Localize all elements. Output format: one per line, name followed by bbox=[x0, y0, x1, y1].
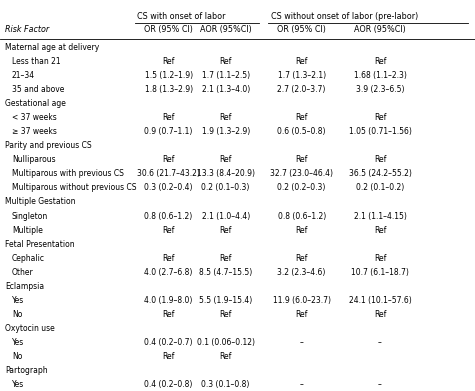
Text: Yes: Yes bbox=[12, 380, 24, 389]
Text: 0.9 (0.7–1.1): 0.9 (0.7–1.1) bbox=[144, 127, 193, 136]
Text: Eclampsia: Eclampsia bbox=[5, 282, 44, 291]
Text: 4.0 (2.7–6.8): 4.0 (2.7–6.8) bbox=[144, 268, 193, 277]
Text: OR (95% CI): OR (95% CI) bbox=[277, 25, 326, 34]
Text: 0.3 (0.1–0.8): 0.3 (0.1–0.8) bbox=[201, 380, 250, 389]
Text: Multiparous with previous CS: Multiparous with previous CS bbox=[12, 169, 124, 178]
Text: Ref: Ref bbox=[295, 155, 308, 164]
Text: Ref: Ref bbox=[295, 226, 308, 235]
Text: 3.9 (2.3–6.5): 3.9 (2.3–6.5) bbox=[356, 85, 404, 94]
Text: No: No bbox=[12, 352, 22, 361]
Text: 3.2 (2.3–4.6): 3.2 (2.3–4.6) bbox=[277, 268, 326, 277]
Text: Ref: Ref bbox=[219, 57, 232, 66]
Text: Yes: Yes bbox=[12, 296, 24, 305]
Text: –: – bbox=[378, 338, 382, 347]
Text: ≥ 37 weeks: ≥ 37 weeks bbox=[12, 127, 57, 136]
Text: Fetal Presentation: Fetal Presentation bbox=[5, 240, 75, 249]
Text: No: No bbox=[12, 310, 22, 319]
Text: Singleton: Singleton bbox=[12, 212, 48, 221]
Text: Multiple: Multiple bbox=[12, 226, 43, 235]
Text: Ref: Ref bbox=[295, 254, 308, 263]
Text: Ref: Ref bbox=[295, 57, 308, 66]
Text: 0.3 (0.2–0.4): 0.3 (0.2–0.4) bbox=[144, 183, 193, 192]
Text: 1.7 (1.1–2.5): 1.7 (1.1–2.5) bbox=[201, 71, 250, 80]
Text: 0.2 (0.1–0.2): 0.2 (0.1–0.2) bbox=[356, 183, 404, 192]
Text: Ref: Ref bbox=[219, 155, 232, 164]
Text: Yes: Yes bbox=[12, 338, 24, 347]
Text: Ref: Ref bbox=[162, 226, 175, 235]
Text: Maternal age at delivery: Maternal age at delivery bbox=[5, 43, 99, 52]
Text: 1.9 (1.3–2.9): 1.9 (1.3–2.9) bbox=[201, 127, 250, 136]
Text: Partograph: Partograph bbox=[5, 366, 48, 375]
Text: 0.8 (0.6–1.2): 0.8 (0.6–1.2) bbox=[144, 212, 193, 221]
Text: Ref: Ref bbox=[219, 310, 232, 319]
Text: 5.5 (1.9–15.4): 5.5 (1.9–15.4) bbox=[199, 296, 252, 305]
Text: 13.3 (8.4–20.9): 13.3 (8.4–20.9) bbox=[197, 169, 255, 178]
Text: –: – bbox=[378, 380, 382, 389]
Text: CS with onset of labor: CS with onset of labor bbox=[137, 12, 226, 21]
Text: Ref: Ref bbox=[162, 352, 175, 361]
Text: 32.7 (23.0–46.4): 32.7 (23.0–46.4) bbox=[270, 169, 333, 178]
Text: 2.7 (2.0–3.7): 2.7 (2.0–3.7) bbox=[277, 85, 326, 94]
Text: Ref: Ref bbox=[162, 155, 175, 164]
Text: Less than 21: Less than 21 bbox=[12, 57, 60, 66]
Text: 0.8 (0.6–1.2): 0.8 (0.6–1.2) bbox=[277, 212, 326, 221]
Text: –: – bbox=[300, 380, 304, 389]
Text: Oxytocin use: Oxytocin use bbox=[5, 324, 55, 333]
Text: 11.9 (6.0–23.7): 11.9 (6.0–23.7) bbox=[273, 296, 331, 305]
Text: 4.0 (1.9–8.0): 4.0 (1.9–8.0) bbox=[144, 296, 193, 305]
Text: 0.6 (0.5–0.8): 0.6 (0.5–0.8) bbox=[277, 127, 326, 136]
Text: OR (95% CI): OR (95% CI) bbox=[144, 25, 193, 34]
Text: Ref: Ref bbox=[219, 226, 232, 235]
Text: 24.1 (10.1–57.6): 24.1 (10.1–57.6) bbox=[349, 296, 411, 305]
Text: 1.05 (0.71–1.56): 1.05 (0.71–1.56) bbox=[349, 127, 411, 136]
Text: Ref: Ref bbox=[162, 310, 175, 319]
Text: 1.5 (1.2–1.9): 1.5 (1.2–1.9) bbox=[144, 71, 193, 80]
Text: < 37 weeks: < 37 weeks bbox=[12, 113, 57, 122]
Text: 21–34: 21–34 bbox=[12, 71, 35, 80]
Text: 36.5 (24.2–55.2): 36.5 (24.2–55.2) bbox=[349, 169, 411, 178]
Text: Ref: Ref bbox=[374, 113, 386, 122]
Text: Ref: Ref bbox=[295, 310, 308, 319]
Text: Parity and previous CS: Parity and previous CS bbox=[5, 141, 91, 150]
Text: Cephalic: Cephalic bbox=[12, 254, 45, 263]
Text: 1.68 (1.1–2.3): 1.68 (1.1–2.3) bbox=[353, 71, 407, 80]
Text: Ref: Ref bbox=[162, 113, 175, 122]
Text: 1.8 (1.3–2.9): 1.8 (1.3–2.9) bbox=[144, 85, 193, 94]
Text: 35 and above: 35 and above bbox=[12, 85, 64, 94]
Text: Ref: Ref bbox=[374, 226, 386, 235]
Text: Other: Other bbox=[12, 268, 34, 277]
Text: 10.7 (6.1–18.7): 10.7 (6.1–18.7) bbox=[351, 268, 409, 277]
Text: 0.1 (0.06–0.12): 0.1 (0.06–0.12) bbox=[197, 338, 255, 347]
Text: Ref: Ref bbox=[219, 254, 232, 263]
Text: CS without onset of labor (pre-labor): CS without onset of labor (pre-labor) bbox=[271, 12, 418, 21]
Text: 2.1 (1.0–4.4): 2.1 (1.0–4.4) bbox=[201, 212, 250, 221]
Text: 0.4 (0.2–0.7): 0.4 (0.2–0.7) bbox=[144, 338, 193, 347]
Text: Multiple Gestation: Multiple Gestation bbox=[5, 197, 75, 206]
Text: 2.1 (1.3–4.0): 2.1 (1.3–4.0) bbox=[201, 85, 250, 94]
Text: Ref: Ref bbox=[162, 57, 175, 66]
Text: 2.1 (1.1–4.15): 2.1 (1.1–4.15) bbox=[353, 212, 407, 221]
Text: Ref: Ref bbox=[219, 352, 232, 361]
Text: Ref: Ref bbox=[374, 57, 386, 66]
Text: Ref: Ref bbox=[295, 113, 308, 122]
Text: 0.4 (0.2–0.8): 0.4 (0.2–0.8) bbox=[144, 380, 193, 389]
Text: Gestational age: Gestational age bbox=[5, 99, 66, 108]
Text: Multiparous without previous CS: Multiparous without previous CS bbox=[12, 183, 136, 192]
Text: AOR (95%CI): AOR (95%CI) bbox=[354, 25, 406, 34]
Text: –: – bbox=[300, 338, 304, 347]
Text: 8.5 (4.7–15.5): 8.5 (4.7–15.5) bbox=[199, 268, 252, 277]
Text: 1.7 (1.3–2.1): 1.7 (1.3–2.1) bbox=[277, 71, 326, 80]
Text: AOR (95%CI): AOR (95%CI) bbox=[200, 25, 251, 34]
Text: Ref: Ref bbox=[219, 113, 232, 122]
Text: Nulliparous: Nulliparous bbox=[12, 155, 56, 164]
Text: Ref: Ref bbox=[374, 254, 386, 263]
Text: Ref: Ref bbox=[374, 155, 386, 164]
Text: 0.2 (0.1–0.3): 0.2 (0.1–0.3) bbox=[201, 183, 250, 192]
Text: 0.2 (0.2–0.3): 0.2 (0.2–0.3) bbox=[277, 183, 326, 192]
Text: Ref: Ref bbox=[162, 254, 175, 263]
Text: Ref: Ref bbox=[374, 310, 386, 319]
Text: Risk Factor: Risk Factor bbox=[5, 25, 49, 34]
Text: 30.6 (21.7–43.2): 30.6 (21.7–43.2) bbox=[137, 169, 200, 178]
